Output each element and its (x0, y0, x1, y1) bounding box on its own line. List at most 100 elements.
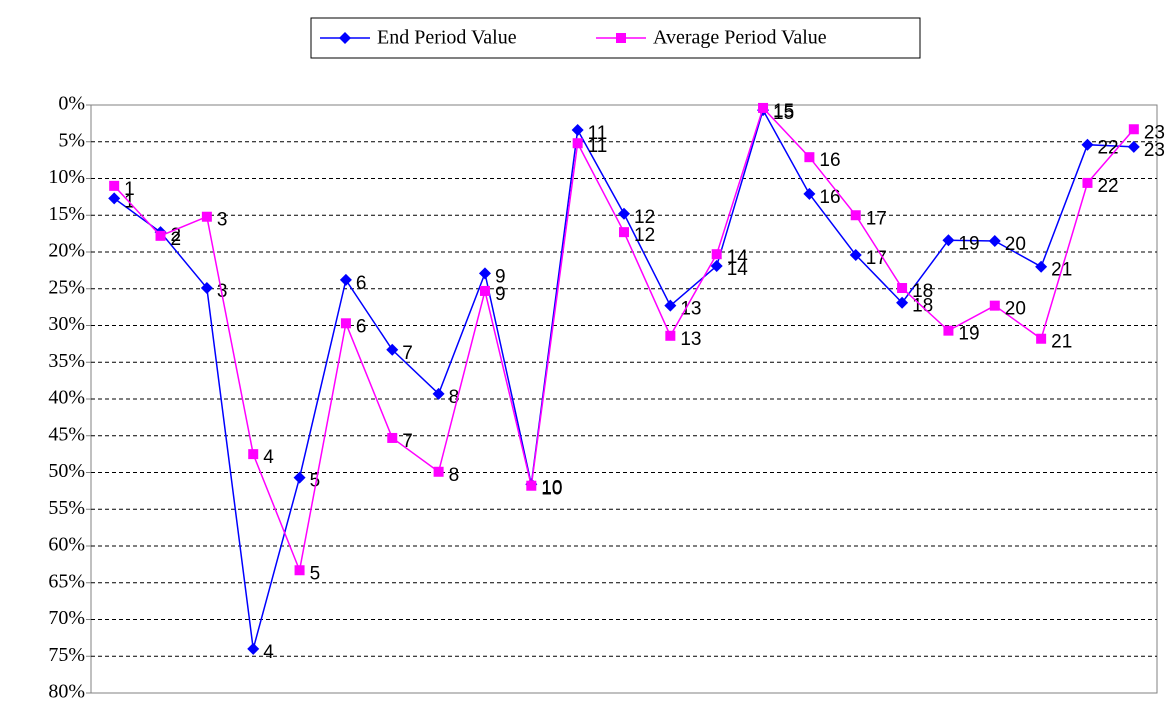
data-point (339, 273, 352, 286)
y-tick-label: 75% (48, 644, 85, 666)
data-label: 15 (773, 103, 794, 124)
data-point (1082, 177, 1093, 188)
data-label: 17 (866, 208, 887, 229)
data-point (247, 642, 260, 655)
data-label: 9 (495, 266, 506, 287)
y-tick-label: 80% (48, 681, 85, 703)
series-line (113, 108, 1134, 650)
y-tick-label: 0% (58, 93, 85, 115)
data-label: 22 (1097, 138, 1118, 159)
data-point (942, 234, 955, 247)
data-label: 20 (1005, 299, 1026, 320)
series-line (113, 106, 1135, 573)
y-tick-label: 50% (48, 460, 85, 482)
data-label: 14 (727, 259, 749, 280)
data-label: 22 (1097, 176, 1118, 197)
y-tick-label: 35% (48, 350, 85, 372)
data-point (201, 211, 212, 222)
data-point (200, 282, 213, 295)
data-label: 11 (588, 136, 608, 157)
data-point (432, 387, 445, 400)
data-label: 2 (171, 229, 182, 250)
data-label: 6 (356, 273, 367, 294)
data-label: 19 (958, 233, 979, 254)
data-point (619, 227, 629, 238)
data-label: 8 (449, 387, 460, 408)
data-point (988, 234, 1001, 247)
data-point (248, 449, 259, 460)
data-label: 6 (356, 316, 367, 337)
data-point (849, 248, 862, 261)
data-point (109, 180, 120, 191)
data-point (710, 259, 723, 272)
data-point (664, 299, 677, 312)
y-tick-label: 40% (48, 387, 85, 409)
data-point (340, 318, 351, 329)
data-label: 21 (1051, 332, 1072, 353)
data-point (1128, 124, 1139, 135)
data-label: 23 (1144, 140, 1165, 161)
data-point (1081, 138, 1094, 151)
data-point (711, 249, 722, 260)
data-point (294, 565, 305, 576)
y-tick-label: 5% (58, 129, 85, 151)
data-point (850, 210, 861, 221)
y-tick-label: 25% (48, 276, 85, 298)
data-label: 10 (541, 479, 562, 500)
data-label: 9 (495, 284, 506, 305)
data-point (896, 296, 909, 309)
data-label: 16 (819, 187, 840, 208)
data-label: 16 (819, 150, 840, 171)
data-point (943, 325, 954, 336)
data-label: 13 (680, 329, 701, 350)
y-tick-label: 10% (48, 166, 85, 188)
data-label: 3 (217, 210, 228, 231)
data-label: 18 (912, 281, 933, 302)
data-point (433, 466, 444, 477)
data-label: 23 (1144, 122, 1165, 143)
data-label: 15 (773, 101, 794, 122)
legend-marker (339, 32, 351, 44)
data-point (478, 267, 491, 280)
data-point (108, 192, 121, 205)
data-point (386, 343, 399, 356)
data-point (803, 187, 816, 200)
data-point (526, 480, 537, 491)
data-label: 13 (680, 299, 701, 320)
data-label: 14 (727, 247, 749, 268)
legend-marker (616, 33, 626, 43)
data-label: 5 (310, 471, 321, 492)
y-tick-label: 65% (48, 570, 85, 592)
y-tick-label: 55% (48, 497, 85, 519)
data-point (758, 102, 769, 113)
data-label: 2 (171, 225, 182, 246)
data-point (665, 330, 676, 341)
data-label: 4 (263, 642, 274, 663)
data-label: 12 (634, 225, 655, 246)
y-tick-label: 70% (48, 607, 85, 629)
data-label: 11 (588, 123, 608, 144)
data-label: 1 (124, 179, 135, 200)
data-label: 7 (402, 343, 413, 364)
data-point (1127, 140, 1140, 153)
data-label: 17 (866, 248, 887, 269)
y-tick-label: 15% (48, 203, 85, 225)
data-label: 12 (634, 207, 655, 228)
data-point (387, 432, 398, 443)
data-point (897, 283, 908, 294)
data-point (293, 471, 306, 484)
legend (310, 17, 921, 59)
data-label: 7 (402, 431, 413, 452)
data-point (1036, 333, 1047, 344)
data-point (155, 230, 166, 241)
legend-label: Average Period Value (653, 27, 827, 49)
data-point (479, 285, 490, 296)
data-point (1035, 260, 1048, 273)
data-point (572, 138, 583, 149)
data-label: 20 (1005, 234, 1026, 255)
data-label: 8 (449, 465, 460, 486)
data-point (618, 207, 630, 220)
data-point (804, 152, 815, 163)
